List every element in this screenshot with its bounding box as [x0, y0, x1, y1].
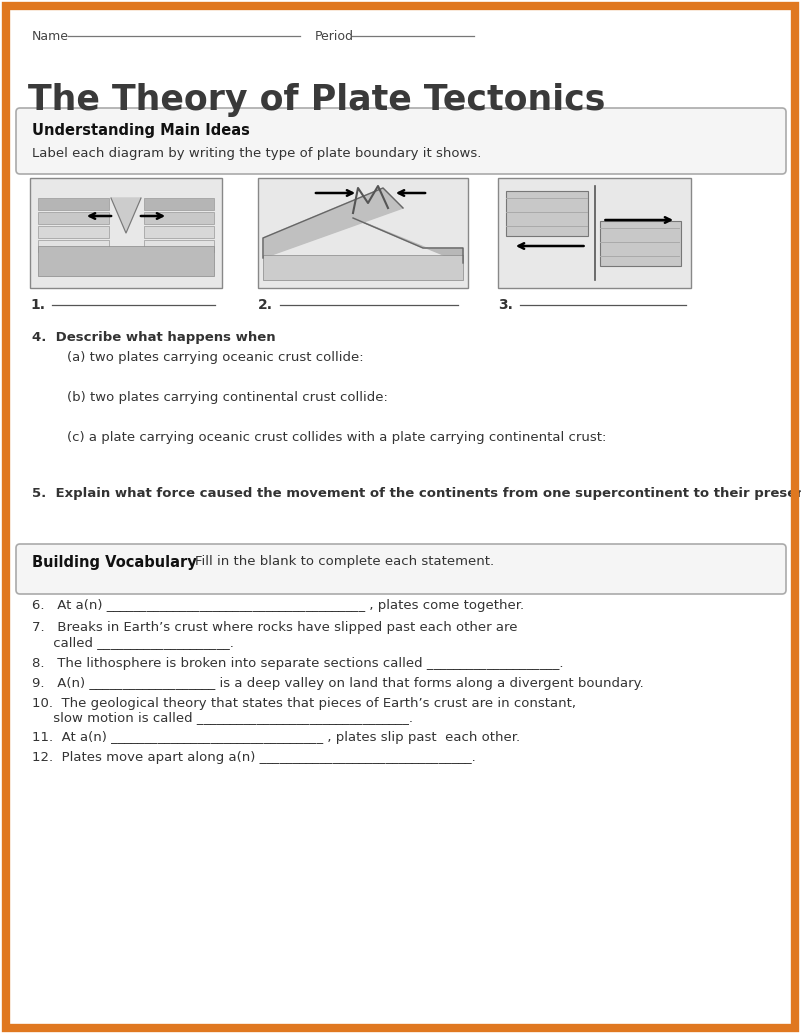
Text: 6.   At a(n) _______________________________________ , plates come together.: 6. At a(n) _____________________________…	[32, 600, 524, 612]
Text: 11.  At a(n) ________________________________ , plates slip past  each other.: 11. At a(n) ____________________________…	[32, 731, 520, 744]
FancyBboxPatch shape	[599, 221, 681, 266]
Text: Building Vocabulary: Building Vocabulary	[32, 554, 197, 570]
Text: 8.   The lithosphere is broken into separate sections called ___________________: 8. The lithosphere is broken into separa…	[32, 657, 563, 669]
Bar	[38, 240, 109, 252]
Text: 5.  Explain what force caused the movement of the continents from one superconti: 5. Explain what force caused the movemen…	[32, 487, 801, 500]
Text: (c) a plate carrying oceanic crust collides with a plate carrying continental cr: (c) a plate carrying oceanic crust colli…	[50, 431, 606, 445]
Bar	[144, 226, 214, 238]
Text: (b) two plates carrying continental crust collide:: (b) two plates carrying continental crus…	[50, 392, 388, 404]
Text: 9.   A(n) ___________________ is a deep valley on land that forms along a diverg: 9. A(n) ___________________ is a deep va…	[32, 676, 644, 690]
Bar	[38, 226, 109, 238]
Bar	[144, 197, 214, 210]
Text: Name: Name	[32, 30, 69, 42]
Text: 12.  Plates move apart along a(n) ________________________________.: 12. Plates move apart along a(n) _______…	[32, 752, 476, 764]
Bar	[38, 212, 109, 224]
Text: 4.  Describe what happens when: 4. Describe what happens when	[32, 332, 276, 344]
Text: (a) two plates carrying oceanic crust collide:: (a) two plates carrying oceanic crust co…	[50, 352, 364, 365]
Bar	[144, 212, 214, 224]
Bar	[144, 240, 214, 252]
Text: slow motion is called ________________________________.: slow motion is called __________________…	[32, 711, 413, 725]
FancyBboxPatch shape	[16, 108, 786, 174]
Text: The Theory of Plate Tectonics: The Theory of Plate Tectonics	[28, 83, 606, 117]
Text: 2.: 2.	[258, 298, 273, 312]
Text: Period: Period	[315, 30, 354, 42]
FancyBboxPatch shape	[16, 544, 786, 594]
FancyBboxPatch shape	[498, 178, 691, 288]
Polygon shape	[263, 188, 403, 258]
FancyBboxPatch shape	[506, 191, 587, 236]
Text: Label each diagram by writing the type of plate boundary it shows.: Label each diagram by writing the type o…	[32, 147, 481, 159]
FancyBboxPatch shape	[30, 178, 222, 288]
FancyBboxPatch shape	[258, 178, 468, 288]
Bar	[38, 197, 109, 210]
Polygon shape	[111, 197, 141, 233]
Text: 7.   Breaks in Earth’s crust where rocks have slipped past each other are: 7. Breaks in Earth’s crust where rocks h…	[32, 621, 517, 635]
Text: 1.: 1.	[30, 298, 45, 312]
Text: called ____________________.: called ____________________.	[32, 637, 234, 649]
Bar	[263, 255, 463, 280]
Text: Understanding Main Ideas: Understanding Main Ideas	[32, 122, 250, 138]
Bar	[38, 246, 214, 276]
Polygon shape	[353, 218, 463, 263]
Text: Fill in the blank to complete each statement.: Fill in the blank to complete each state…	[195, 555, 494, 569]
Text: 3.: 3.	[498, 298, 513, 312]
Text: 10.  The geological theory that states that pieces of Earth’s crust are in const: 10. The geological theory that states th…	[32, 697, 576, 709]
